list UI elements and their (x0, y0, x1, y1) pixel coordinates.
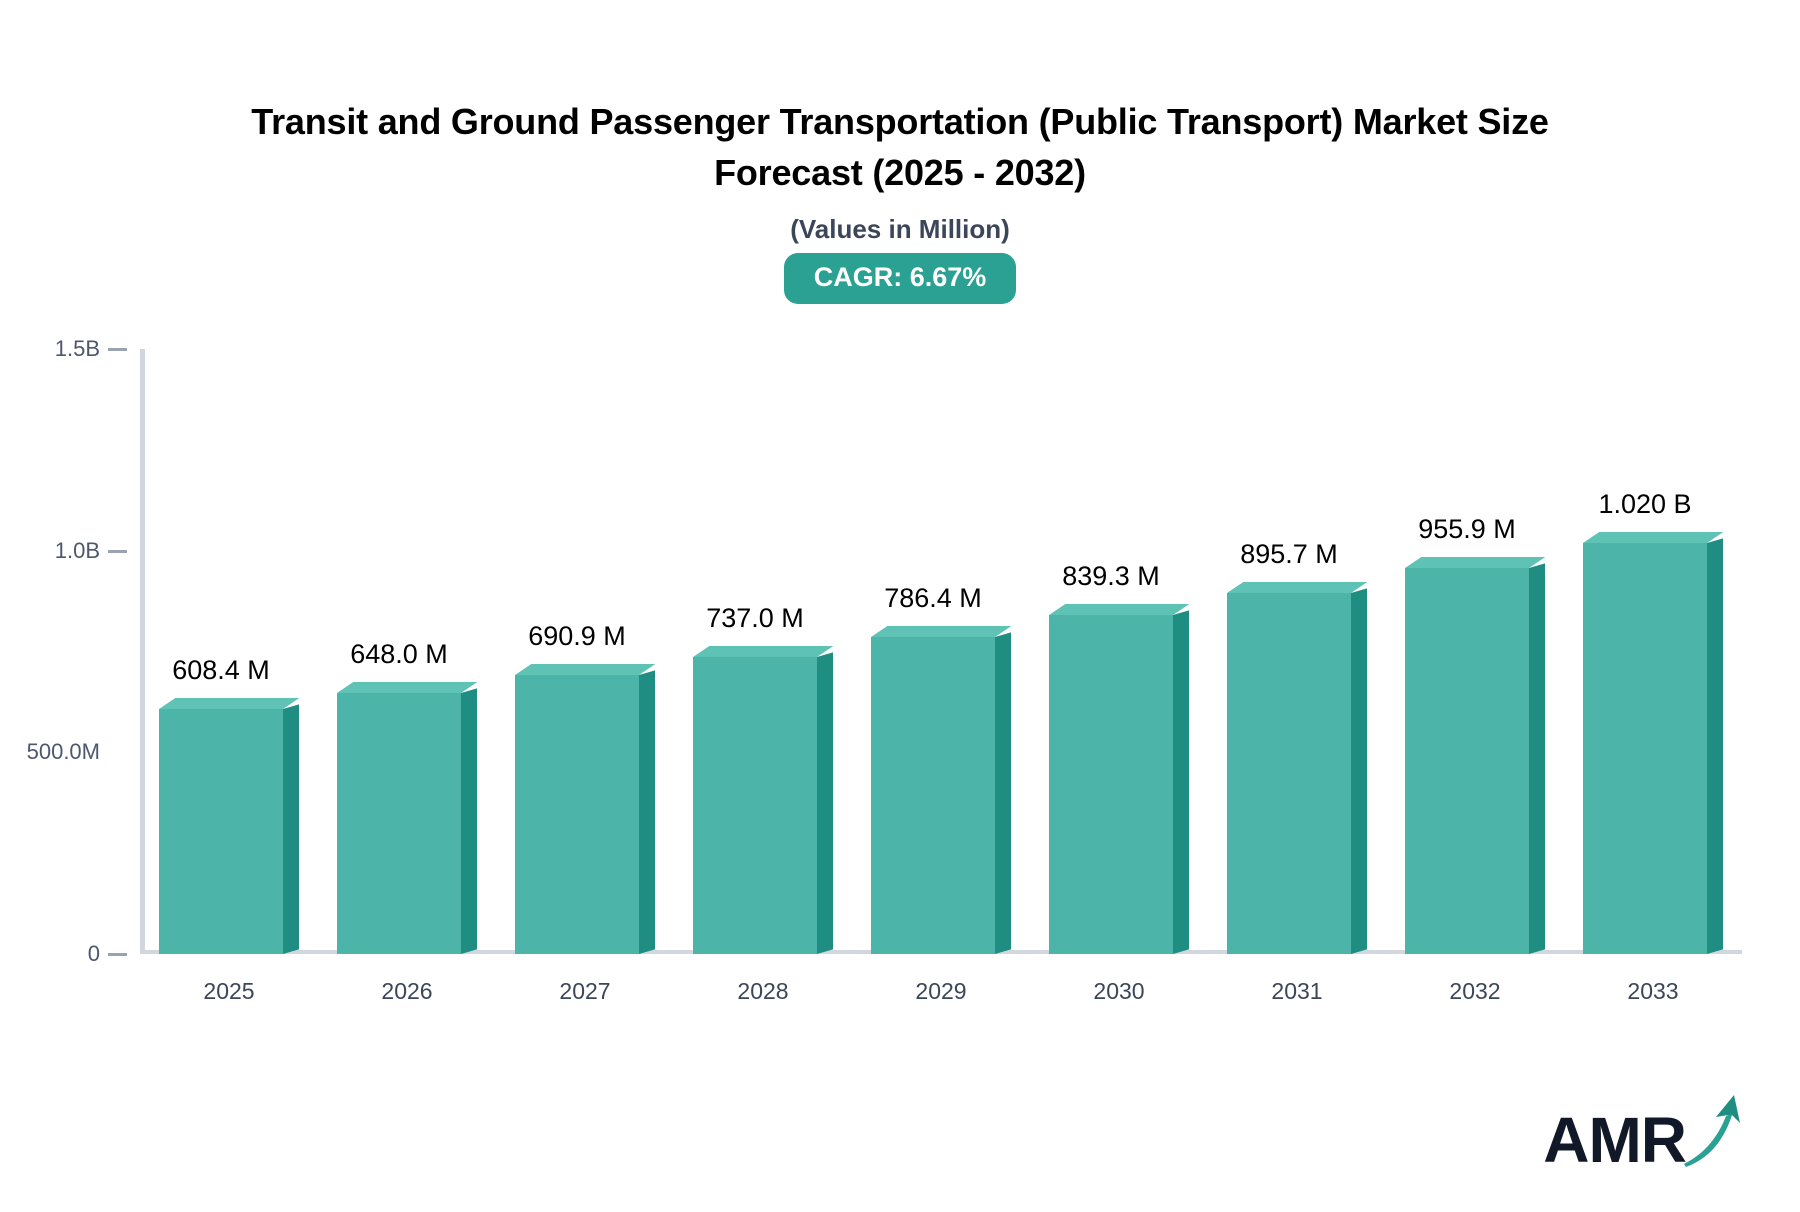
x-axis-category-label: 2031 (1271, 978, 1323, 1004)
bar-top-face (337, 681, 478, 693)
bar-value-label: 737.0 M (706, 602, 804, 633)
bar-front-face (515, 675, 639, 954)
bar-front-face (159, 708, 283, 954)
y-axis-tick: 0 (0, 941, 127, 967)
bar-top-face (515, 664, 656, 676)
page-title: Transit and Ground Passenger Transportat… (251, 101, 1549, 194)
bar[interactable] (1583, 531, 1724, 954)
bar[interactable] (1049, 604, 1190, 954)
bar-side-face (1351, 588, 1367, 954)
bar-top-face (1583, 531, 1724, 543)
y-axis-tick-mark (108, 953, 127, 956)
bar-side-face (1173, 610, 1189, 954)
bar[interactable] (337, 681, 478, 954)
bar[interactable] (1405, 557, 1546, 954)
bar-value-label: 690.9 M (528, 621, 626, 652)
y-axis-tick-label: 1.5B (54, 336, 100, 361)
bar-top-face (159, 697, 300, 709)
bar-side-face (639, 670, 655, 954)
bar-column[interactable] (337, 349, 478, 954)
x-axis-category-label: 2029 (915, 978, 967, 1004)
x-axis-category-label: 2032 (1449, 978, 1501, 1004)
bar-front-face (1405, 568, 1529, 954)
chart-subtitle: (Values in Million) (790, 214, 1010, 245)
bar-side-face (1707, 538, 1723, 954)
bar-front-face (871, 636, 995, 954)
y-axis-tick-mark (108, 348, 127, 351)
bar-value-label: 955.9 M (1418, 514, 1516, 545)
bar[interactable] (693, 645, 834, 954)
bar-side-face (461, 688, 477, 954)
bar-value-label: 895.7 M (1240, 538, 1338, 569)
y-axis-tick-label: 500.0M (26, 739, 100, 765)
bar[interactable] (159, 697, 300, 954)
amr-logo-text: AMR (1543, 1104, 1687, 1177)
bar-top-face (1405, 557, 1546, 569)
bar-front-face (337, 692, 461, 954)
y-axis-tick: 1.0B (0, 537, 127, 564)
x-axis-category-label: 2030 (1093, 978, 1145, 1004)
cagr-badge-wrapper: CAGR: 6.67% (0, 253, 1800, 305)
bar-top-face (1049, 604, 1190, 616)
growth-arrow-icon (1676, 1089, 1742, 1172)
bar-front-face (1049, 615, 1173, 954)
bar-top-face (1227, 581, 1368, 593)
bar-column[interactable] (693, 349, 834, 954)
bar-series: 608.4 M 648.0 M 690.9 M 737.0 M 786.4 M 839.3… (140, 349, 1742, 954)
bar-top-face (693, 645, 834, 657)
x-axis-category-label: 2033 (1627, 978, 1679, 1004)
x-axis-category-label: 2026 (381, 978, 433, 1004)
bar[interactable] (1227, 581, 1368, 954)
chart-header: Transit and Ground Passenger Transportat… (0, 0, 1800, 305)
bar-column[interactable] (1227, 349, 1368, 954)
bar-top-face (871, 625, 1012, 637)
bar-value-label: 786.4 M (884, 582, 982, 613)
bar-front-face (693, 656, 817, 954)
bar-column[interactable] (159, 349, 300, 954)
status-badge: CAGR: 6.67% (783, 253, 1017, 305)
y-axis-tick: 500.0M (0, 739, 100, 765)
bar-side-face (1529, 563, 1545, 954)
bar-column[interactable] (515, 349, 656, 954)
x-axis-category-label: 2028 (737, 978, 789, 1004)
bar-column[interactable] (1049, 349, 1190, 954)
bar-value-label: 1.020 B (1598, 488, 1692, 519)
bar-value-label: 608.4 M (172, 654, 270, 685)
bar[interactable] (871, 625, 1012, 954)
amr-logo: AMR (1543, 1089, 1742, 1177)
bar[interactable] (515, 664, 656, 954)
bar-front-face (1227, 592, 1351, 954)
y-axis-tick-mark (108, 549, 127, 553)
bar-value-label: 648.0 M (350, 638, 448, 669)
bar-side-face (817, 652, 833, 954)
y-axis-tick: 1.5B (0, 336, 127, 362)
bar-side-face (283, 704, 299, 954)
y-axis-tick-label: 0 (87, 941, 100, 966)
bar-side-face (995, 632, 1011, 954)
x-axis-category-label: 2025 (203, 978, 255, 1004)
bar-column[interactable] (871, 349, 1012, 954)
x-axis-category-label: 2027 (559, 978, 611, 1004)
y-axis-line (140, 349, 145, 954)
bar-column[interactable] (1583, 349, 1724, 954)
y-axis-tick-label: 1.0B (54, 537, 100, 563)
bar-value-label: 839.3 M (1062, 561, 1160, 592)
bar-front-face (1583, 542, 1707, 954)
bar-column[interactable] (1405, 349, 1546, 954)
